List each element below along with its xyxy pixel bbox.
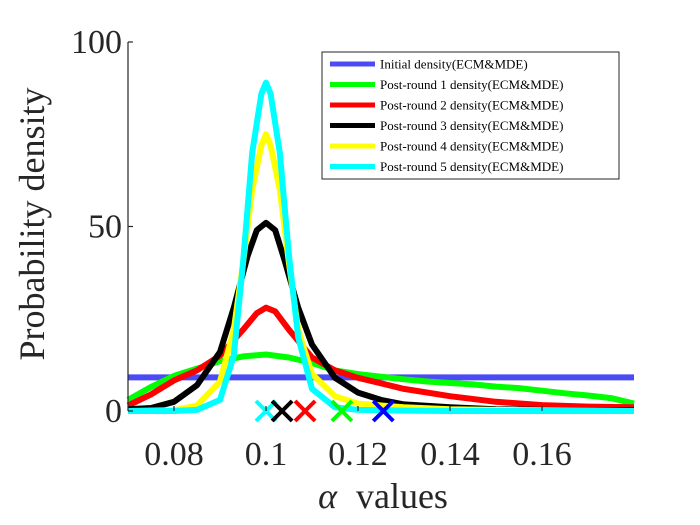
legend-box — [321, 51, 620, 180]
legend-label: Initial density(ECM&MDE) — [380, 57, 528, 72]
x-marker-stroke — [330, 399, 354, 423]
x-axis-label: α values — [318, 476, 448, 516]
y-tick-label: 0 — [105, 393, 122, 430]
x-marker-5 — [371, 399, 395, 423]
x-tick-label: 0.1 — [245, 436, 288, 473]
x-tick-label: 0.14 — [420, 436, 480, 473]
axes: 0 50 100 0.08 0.1 0.12 0.14 0.16 — [71, 24, 572, 473]
x-tick-label: 0.16 — [512, 436, 572, 473]
y-tick-label: 50 — [88, 209, 122, 246]
legend-item-initial-density-ecm-mde: Initial density(ECM&MDE) — [330, 57, 528, 72]
series-line-post-round-2-density-ecm-mde — [126, 304, 635, 411]
x-marker-stroke — [270, 399, 294, 423]
y-axis-label: Probability density — [12, 88, 52, 361]
x-marker-4 — [330, 399, 354, 423]
x-marker-3 — [293, 399, 317, 423]
legend-label: Post-round 5 density(ECM&MDE) — [380, 159, 563, 174]
legend-item-post-round-3-density-ecm-mde: Post-round 3 density(ECM&MDE) — [330, 118, 563, 133]
legend-item-post-round-4-density-ecm-mde: Post-round 4 density(ECM&MDE) — [330, 139, 563, 154]
x-axis-label-text: values — [356, 476, 448, 516]
legend-label: Post-round 2 density(ECM&MDE) — [380, 98, 563, 113]
legend-label: Post-round 3 density(ECM&MDE) — [380, 118, 563, 133]
x-marker-stroke — [293, 399, 317, 423]
legend-item-post-round-5-density-ecm-mde: Post-round 5 density(ECM&MDE) — [330, 159, 563, 174]
x-marker-2 — [270, 399, 294, 423]
plot-lines — [126, 79, 635, 414]
series-line-post-round-5-density-ecm-mde — [128, 79, 634, 414]
legend-items: Initial density(ECM&MDE) Post-round 1 den… — [330, 57, 563, 174]
legend: Initial density(ECM&MDE) Post-round 1 den… — [321, 51, 620, 180]
legend-item-post-round-2-density-ecm-mde: Post-round 2 density(ECM&MDE) — [330, 98, 563, 113]
legend-label: Post-round 4 density(ECM&MDE) — [380, 139, 563, 154]
plot-markers — [254, 399, 395, 423]
x-tick-label: 0.08 — [144, 436, 204, 473]
legend-item-post-round-1-density-ecm-mde: Post-round 1 density(ECM&MDE) — [330, 77, 563, 92]
x-tick-label: 0.12 — [328, 436, 388, 473]
legend-label: Post-round 1 density(ECM&MDE) — [380, 77, 563, 92]
y-tick-label: 100 — [71, 24, 122, 61]
x-marker-stroke — [371, 399, 395, 423]
y-ticks: 0 50 100 — [71, 24, 133, 430]
x-ticks: 0.08 0.1 0.12 0.14 0.16 — [144, 406, 572, 473]
x-axis-label-symbol: α — [318, 476, 338, 516]
